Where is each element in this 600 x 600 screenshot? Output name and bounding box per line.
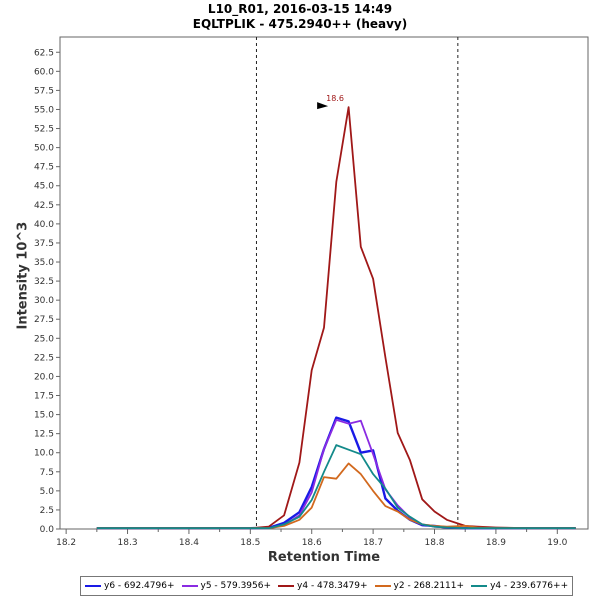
- y-axis-label: Intensity 10^3: [15, 221, 31, 330]
- legend-label: y6 - 692.4796+: [104, 581, 175, 591]
- legend-swatch: [278, 585, 295, 587]
- x-tick-label: 19.0: [547, 538, 567, 548]
- legend-item: y2 - 268.2111+: [374, 581, 465, 591]
- y-tick-label: 17.5: [34, 392, 54, 402]
- legend-item: y4 - 239.6776++: [471, 581, 568, 591]
- y-tick-label: 37.5: [34, 239, 54, 249]
- legend-item: y6 - 692.4796+: [85, 581, 175, 591]
- y-tick-label: 5.0: [40, 487, 55, 497]
- peak-marker-icon: [317, 102, 329, 110]
- y-tick-label: 30.0: [34, 296, 54, 306]
- y-tick-label: 60.0: [34, 67, 54, 77]
- y-tick-label: 42.5: [34, 201, 54, 211]
- y-tick-label: 35.0: [34, 258, 54, 268]
- y-tick-label: 7.5: [40, 468, 54, 478]
- legend-item: y5 - 579.3956+: [181, 581, 272, 591]
- legend-swatch: [181, 585, 198, 587]
- series-line-5: [96, 444, 576, 530]
- legend-item: y4 - 478.3479+: [278, 581, 368, 591]
- legend-swatch: [374, 585, 391, 587]
- legend-label: y2 - 268.2111+: [393, 581, 465, 591]
- legend-swatch: [85, 585, 101, 587]
- chart-title: L10_R01, 2016-03-15 14:49: [207, 2, 393, 16]
- y-tick-label: 32.5: [34, 277, 54, 287]
- x-tick-label: 18.2: [56, 538, 76, 548]
- y-tick-label: 10.0: [34, 449, 54, 459]
- legend-swatch: [471, 585, 488, 587]
- y-tick-label: 52.5: [34, 125, 54, 135]
- chart-subtitle: EQLTPLIK - 475.2940++ (heavy): [192, 17, 408, 31]
- legend-label: y5 - 579.3956+: [200, 581, 272, 591]
- y-tick-label: 45.0: [34, 182, 54, 192]
- x-tick-label: 18.7: [363, 538, 383, 548]
- x-tick-label: 18.6: [302, 538, 322, 548]
- y-tick-label: 12.5: [34, 430, 54, 440]
- y-tick-label: 57.5: [34, 86, 54, 96]
- y-tick-label: 40.0: [34, 220, 54, 230]
- x-tick-label: 18.3: [118, 538, 138, 548]
- plot-frame: [59, 36, 589, 530]
- y-tick-label: 47.5: [34, 163, 54, 173]
- x-tick-label: 18.5: [240, 538, 260, 548]
- peak-label: 18.6: [326, 94, 344, 103]
- y-tick-label: 15.0: [34, 411, 54, 421]
- y-tick-label: 55.0: [34, 105, 54, 115]
- y-tick-label: 20.0: [34, 372, 54, 382]
- y-tick-label: 22.5: [34, 353, 54, 363]
- y-tick-label: 62.5: [34, 48, 54, 58]
- x-tick-label: 18.9: [486, 538, 506, 548]
- y-tick-label: 2.5: [40, 506, 54, 516]
- x-tick-label: 18.8: [424, 538, 444, 548]
- legend-label: y4 - 478.3479+: [297, 581, 368, 591]
- legend: y6 - 692.4796+ y5 - 579.3956+ y4 - 478.347…: [80, 576, 574, 596]
- y-tick-label: 27.5: [34, 315, 54, 325]
- x-axis-label: Retention Time: [267, 550, 381, 565]
- y-tick-label: 50.0: [34, 144, 54, 154]
- y-tick-label: 25.0: [34, 334, 54, 344]
- x-tick-label: 18.4: [179, 538, 199, 548]
- y-tick-label: 0.0: [40, 525, 55, 535]
- legend-label: y4 - 239.6776++: [490, 581, 569, 591]
